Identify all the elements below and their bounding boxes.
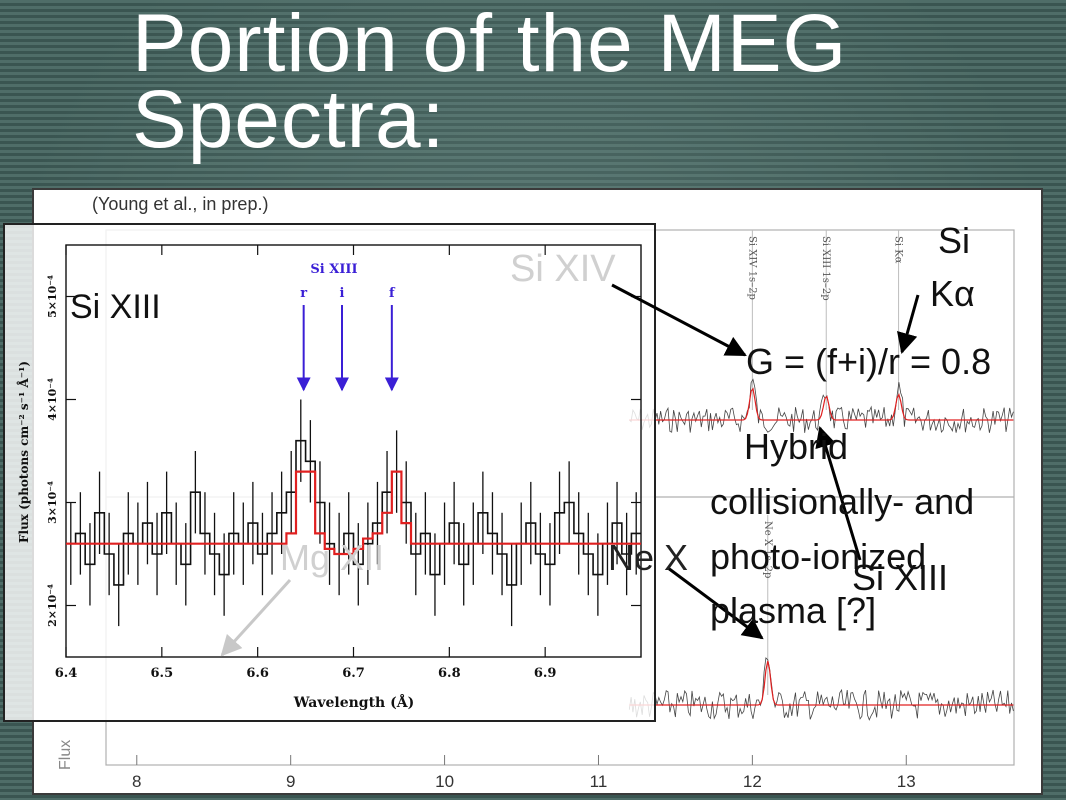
title-line-2: Spectra: bbox=[132, 74, 446, 166]
ne-x-arrow bbox=[667, 566, 764, 640]
background-line-label: Si Kα bbox=[893, 236, 904, 264]
si-xiv-arrow bbox=[611, 283, 747, 357]
inset-y-axis-label: Flux (photons cm⁻² s⁻¹ Å⁻¹) bbox=[16, 361, 31, 543]
inset-x-tick-label: 6.8 bbox=[438, 666, 461, 681]
inset-y-tick-label: 3×10⁻⁴ bbox=[46, 481, 59, 524]
background-upper-trace bbox=[629, 378, 1014, 434]
background-x-tick-label: 8 bbox=[132, 772, 141, 791]
ne-x-label: Ne X bbox=[608, 537, 689, 578]
inset-y-tick-label: 5×10⁻⁴ bbox=[46, 275, 59, 318]
inset-x-axis-label: Wavelength (Å) bbox=[293, 693, 414, 711]
si-k-alpha-arrow bbox=[896, 294, 920, 355]
hybrid-label-line-4: plasma [?] bbox=[710, 590, 877, 631]
inset-panel: 6.4 6.5 6.6 6.7 6.8 6.9 2×10⁻⁴ 3×10⁻⁴ 4×10⁻⁴ 5×1… bbox=[3, 223, 656, 722]
main-si-xiii-label: Si XIII bbox=[852, 557, 949, 598]
inset-marker-label: i bbox=[340, 286, 345, 301]
background-line-label: Ne X 1s–2p bbox=[762, 521, 773, 578]
hybrid-label-line-1: Hybrid bbox=[744, 426, 849, 467]
inset-marker-label: f bbox=[389, 286, 396, 301]
inset-y-tick-label: 4×10⁻⁴ bbox=[46, 378, 59, 421]
mg-xii-label: Mg XII bbox=[280, 537, 385, 578]
mg-xii-arrow bbox=[220, 578, 292, 657]
inset-marker-label: r bbox=[300, 286, 307, 301]
background-y-axis-label: Flux bbox=[57, 740, 74, 770]
g-ratio-label: G = (f+i)/r = 0.8 bbox=[746, 341, 992, 382]
background-x-tick-label: 10 bbox=[435, 772, 454, 791]
background-x-tick-label: 9 bbox=[286, 772, 295, 791]
slide-title: Portion of the MEG Spectra: bbox=[132, 3, 847, 161]
inset-x-tick-label: 6.5 bbox=[151, 666, 174, 681]
background-line-label: Si XIII 1s–2p bbox=[820, 236, 831, 301]
inset-x-tick-label: 6.4 bbox=[55, 666, 78, 681]
annotation-arrows bbox=[220, 283, 920, 657]
title-line-1: Portion of the MEG bbox=[132, 0, 848, 89]
background-lower-trace-model bbox=[629, 660, 1014, 706]
background-upper-trace-model bbox=[629, 387, 1014, 421]
inset-si-xiii-label: Si XIII bbox=[70, 288, 161, 326]
si-k-alpha-label-line-1: Si bbox=[938, 220, 971, 261]
si-xiii-arrow bbox=[815, 425, 862, 561]
inset-x-tick-label: 6.6 bbox=[246, 666, 269, 681]
background-line-label: Si XIV 1s–2p bbox=[746, 236, 757, 300]
hybrid-label-line-3: photo-ionized bbox=[710, 536, 927, 577]
inset-y-tick-label: 2×10⁻⁴ bbox=[46, 584, 59, 627]
citation: (Young et al., in prep.) bbox=[92, 194, 269, 214]
inset-x-tick-label: 6.7 bbox=[342, 666, 365, 681]
background-lower-trace bbox=[628, 657, 1014, 721]
hybrid-label-line-2: collisionally- and bbox=[710, 481, 975, 522]
inset-x-tick-label: 6.9 bbox=[534, 666, 557, 681]
inset-ion-label: Si XIII bbox=[310, 262, 357, 277]
si-k-alpha-label-line-2: Kα bbox=[930, 273, 975, 314]
si-xiv-label: Si XIV bbox=[510, 248, 616, 290]
background-x-tick-label: 11 bbox=[590, 772, 608, 791]
inset-model-line bbox=[66, 470, 641, 556]
inset-frame bbox=[3, 223, 656, 722]
background-x-tick-label: 12 bbox=[743, 772, 762, 791]
background-x-tick-label: 13 bbox=[897, 772, 916, 791]
